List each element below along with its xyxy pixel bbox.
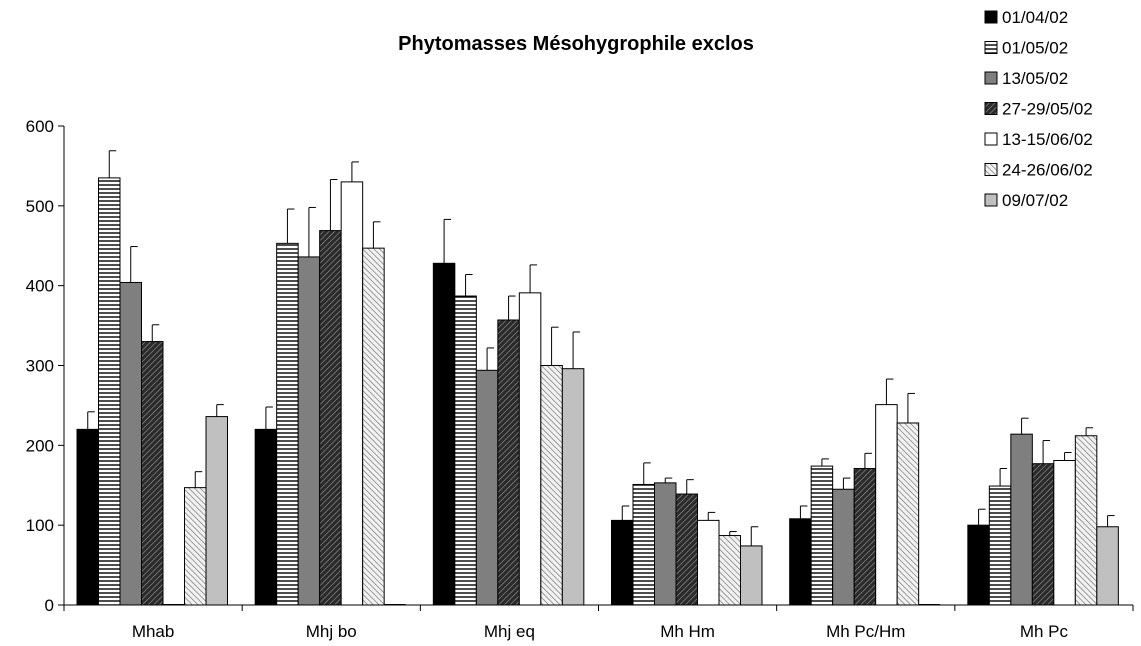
x-tick-label: Mhab — [132, 622, 175, 641]
y-tick-label: 200 — [26, 436, 54, 455]
bar-mhj-bo-series-1 — [254, 428, 278, 606]
legend-item: 09/07/02 — [984, 191, 1068, 210]
bar-mh-hm-series-1 — [611, 519, 634, 606]
x-tick-label: Mhj eq — [484, 622, 535, 641]
legend-swatch — [984, 10, 998, 24]
bar-mh-hm-series-5 — [697, 519, 720, 606]
legend-item: 13-15/06/02 — [984, 130, 1093, 149]
bar-mhab-series-4 — [141, 341, 164, 606]
y-tick-label: 100 — [26, 516, 54, 535]
bar-mhab-series-6 — [184, 487, 207, 606]
bar-mh-hm-series-6 — [718, 535, 741, 606]
bar-mh-pc-hm-series-2 — [810, 465, 834, 606]
bar-mhj-eq-series-1 — [432, 262, 456, 606]
legend: 01/04/02 01/05/02 13/05/02 27-29/05/02 13-15… — [984, 8, 1093, 210]
bar-mhj-bo-series-5 — [340, 181, 364, 606]
bar-mhj-eq-series-3 — [475, 369, 499, 606]
bar-mh-pc-series-3 — [1010, 433, 1033, 606]
bar-mh-pc-series-2 — [988, 485, 1012, 606]
bar-mhj-bo-series-4 — [319, 230, 342, 606]
bar-mh-pc-series-6 — [1074, 435, 1098, 606]
bar-mh-pc-hm-series-3 — [832, 488, 855, 606]
y-tick-label: 600 — [26, 117, 54, 136]
chart-title: Phytomasses Mésohygrophile exclos — [398, 33, 754, 55]
bar-mh-pc-hm-series-5 — [875, 404, 898, 606]
legend-swatch — [984, 193, 998, 207]
legend-label: 09/07/02 — [1002, 191, 1068, 210]
legend-item: 01/05/02 — [984, 39, 1068, 58]
bar-mh-hm-series-7 — [740, 545, 763, 606]
legend-item: 24-26/06/02 — [984, 161, 1093, 180]
legend-swatch — [984, 163, 998, 176]
bar-mh-hm-series-4 — [675, 493, 698, 606]
bar-mh-pc-series-4 — [1031, 463, 1055, 606]
bar-mhj-eq-series-5 — [518, 292, 542, 606]
bar-mh-hm-series-2 — [632, 483, 655, 606]
x-tick-label: Mh Pc — [1020, 622, 1069, 641]
legend-item: 01/04/02 — [984, 8, 1068, 27]
bar-mh-pc-series-7 — [1096, 526, 1119, 606]
bar-mh-hm-series-3 — [654, 482, 677, 606]
legend-item: 27-29/05/02 — [984, 100, 1093, 119]
bar-mh-pc-series-1 — [967, 524, 990, 606]
bar-mh-pc-hm-series-1 — [789, 518, 812, 606]
y-tick-label: 500 — [26, 197, 54, 216]
bar-mhj-eq-series-2 — [454, 295, 477, 606]
bar-mhj-bo-series-6 — [362, 247, 385, 606]
bar-mhj-bo-series-2 — [276, 242, 299, 606]
legend-label: 13/05/02 — [1002, 69, 1068, 88]
bar-mh-pc-series-5 — [1053, 460, 1076, 606]
bar-mhj-eq-series-7 — [561, 368, 585, 606]
legend-label: 01/04/02 — [1002, 8, 1068, 27]
bar-mhab-series-7 — [205, 416, 228, 606]
legend-swatch — [984, 102, 998, 115]
legend-swatch — [984, 71, 998, 85]
x-tick-label: Mhj bo — [306, 622, 357, 641]
bar-mh-pc-hm-series-4 — [853, 467, 877, 606]
bar-mhab-series-2 — [98, 177, 121, 606]
bar-mhj-eq-series-4 — [497, 319, 520, 606]
bar-mh-pc-hm-series-6 — [896, 422, 920, 606]
bar-mhab-series-1 — [76, 428, 99, 606]
y-tick-label: 300 — [26, 357, 54, 376]
legend-label: 13-15/06/02 — [1002, 130, 1093, 149]
plot-area: 0 100 200 300 400 500 600 Mhab Mhj bo Mhj eq Mh Hm… — [26, 117, 1134, 641]
bar-mhj-bo-series-3 — [297, 256, 321, 606]
legend-label: 27-29/05/02 — [1002, 100, 1093, 119]
legend-item: 13/05/02 — [984, 69, 1068, 88]
x-tick-label: Mh Pc/Hm — [826, 622, 905, 641]
legend-label: 01/05/02 — [1002, 39, 1068, 58]
bar-mhab-series-3 — [119, 281, 142, 606]
x-tick-label: Mh Hm — [660, 622, 715, 641]
y-tick-label: 0 — [45, 596, 54, 615]
legend-label: 24-26/06/02 — [1002, 161, 1093, 180]
legend-swatch — [984, 41, 998, 54]
legend-swatch — [984, 132, 998, 146]
bar-mhj-eq-series-6 — [540, 365, 563, 606]
y-tick-label: 400 — [26, 277, 54, 296]
